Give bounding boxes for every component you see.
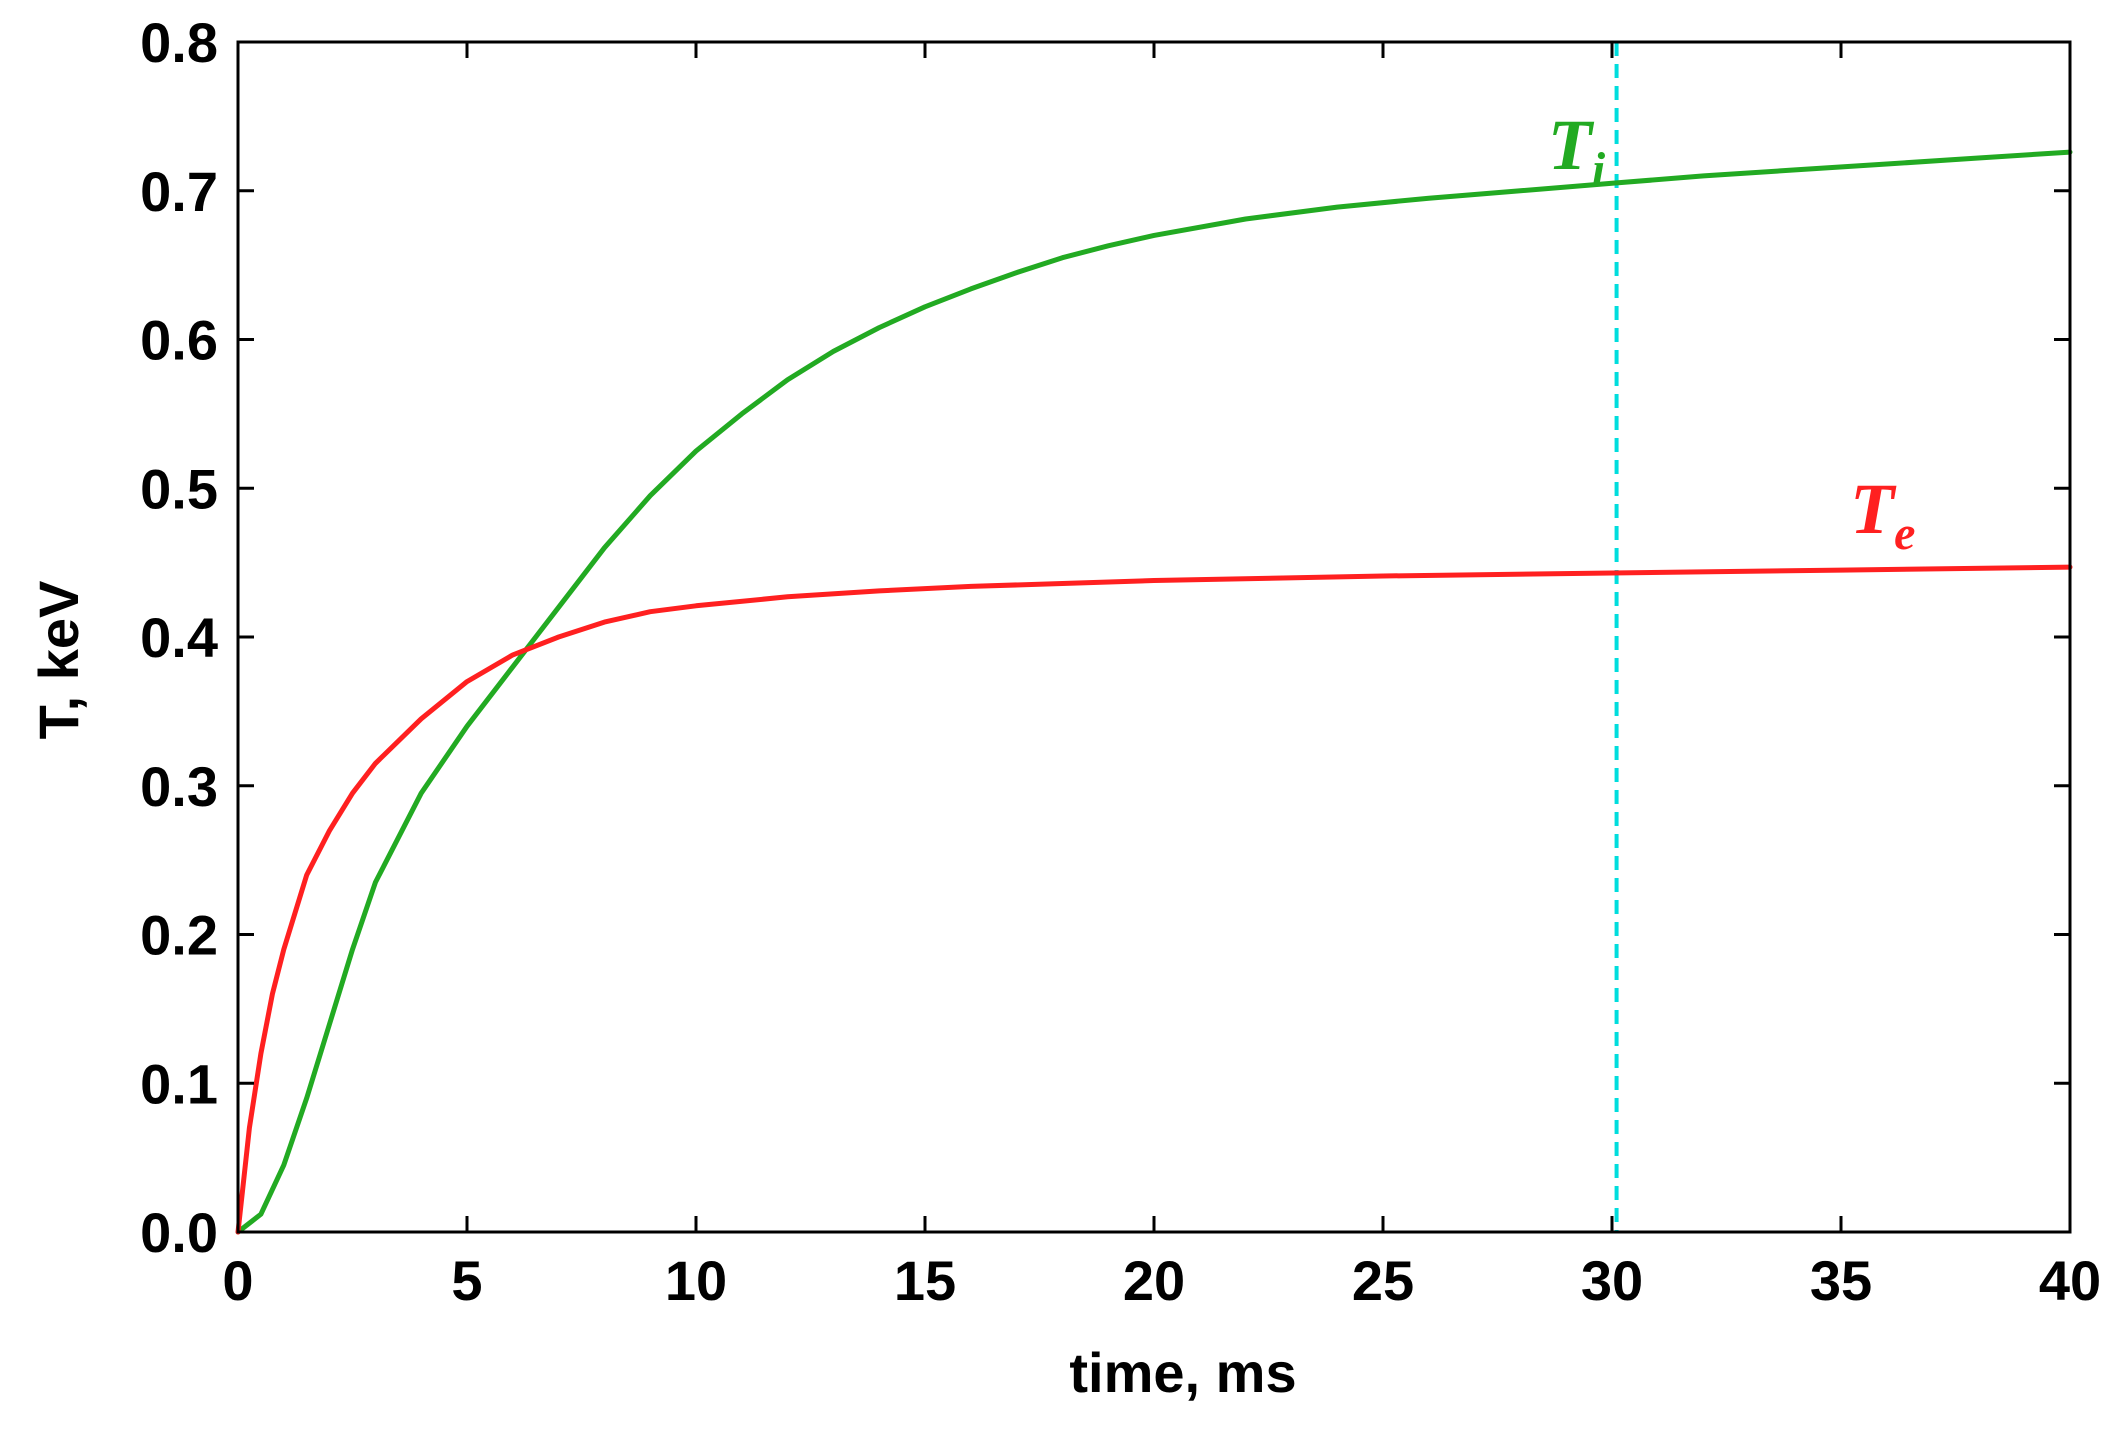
- y-axis-title: T, keV: [27, 581, 90, 740]
- series-label-main: T: [1850, 469, 1897, 549]
- x-tick-label: 15: [894, 1249, 956, 1312]
- x-tick-label: 0: [222, 1249, 253, 1312]
- series-line-Ti: [235, 149, 2073, 1235]
- y-tick-label: 0.3: [140, 755, 218, 818]
- plot-frame: [236, 40, 2072, 1234]
- y-tick-label: 0.8: [140, 11, 218, 74]
- x-tick-label: 5: [451, 1249, 482, 1312]
- x-tick-label: 10: [665, 1249, 727, 1312]
- series-line-Te: [235, 564, 2073, 1235]
- x-tick-label: 25: [1352, 1249, 1414, 1312]
- y-tick-label: 0.0: [140, 1201, 218, 1264]
- x-tick-label: 35: [1810, 1249, 1872, 1312]
- x-tick-label: 20: [1123, 1249, 1185, 1312]
- series-label-main: T: [1548, 105, 1595, 185]
- series-label-subscript: e: [1894, 507, 1915, 560]
- y-tick-label: 0.1: [140, 1052, 218, 1115]
- frame-layer: [236, 40, 2072, 1234]
- x-tick-label: 30: [1581, 1249, 1643, 1312]
- x-axis-title: time, ms: [1069, 1341, 1296, 1404]
- series-label-subscript: i: [1592, 143, 1606, 196]
- ticks-layer: 0 5 10 15 20 25 30 35 40 0.0 0.1 0.2 0.3 0.4 0.5 0.6 0.7…: [140, 11, 2101, 1312]
- series-label-Te: Te: [1850, 469, 1915, 560]
- y-tick-label: 0.5: [140, 457, 218, 520]
- y-tick-label: 0.6: [140, 309, 218, 372]
- y-tick-label: 0.4: [140, 606, 218, 669]
- x-tick-label: 40: [2039, 1249, 2101, 1312]
- series-label-Ti: Ti: [1548, 105, 1606, 196]
- y-tick-label: 0.7: [140, 160, 218, 223]
- y-tick-label: 0.2: [140, 904, 218, 967]
